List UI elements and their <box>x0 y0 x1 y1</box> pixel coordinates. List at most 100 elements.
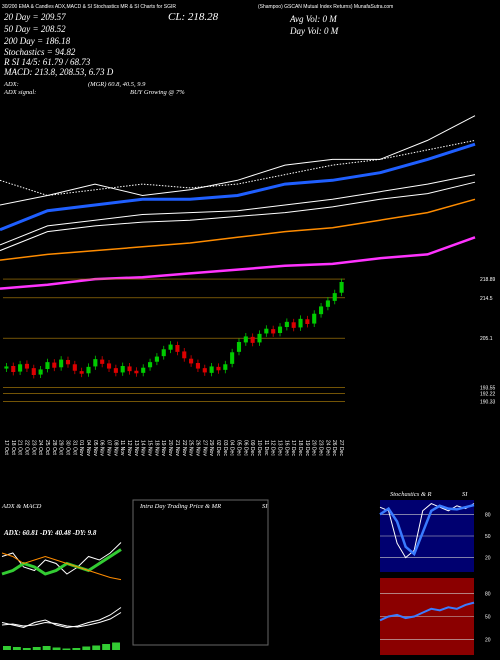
ema50: 50 Day = 208.52 <box>4 24 66 34</box>
series-line <box>379 503 475 557</box>
candle-body <box>4 366 9 369</box>
x-tick-label: 04 Dec <box>229 440 235 456</box>
panel-title: ADX & MACD <box>1 503 42 510</box>
panel-subtitle: SI <box>262 503 268 510</box>
candle-body <box>24 363 29 369</box>
x-tick-label: 11 Nov <box>119 440 125 456</box>
y-tick-label: 218.89 <box>480 277 496 283</box>
series-line <box>1 612 122 628</box>
x-tick-label: 19 Dec <box>304 440 310 456</box>
x-tick-label: 02 Dec <box>215 440 221 456</box>
x-tick-label: 12 Dec <box>270 440 276 456</box>
series-line <box>1 548 122 576</box>
source: (Shampoo) GSCAN Mutual Index Returns) Mu… <box>258 4 393 10</box>
candle-body <box>18 364 23 372</box>
histogram-bar <box>22 648 31 650</box>
x-tick-label: 18 Oct <box>10 440 16 455</box>
candle-body <box>100 359 105 364</box>
series-line <box>379 503 475 559</box>
candle-body <box>106 363 112 369</box>
x-tick-label: 18 Dec <box>297 440 303 456</box>
y-tick-label: 20 <box>485 556 491 562</box>
x-tick-label: 14 Nov <box>140 440 146 456</box>
series-line <box>0 142 476 232</box>
x-tick-label: 04 Nov <box>85 440 91 456</box>
x-tick-label: 15 Nov <box>147 440 153 456</box>
candle-body <box>65 360 71 365</box>
candle-body <box>175 345 180 352</box>
candle-body <box>38 369 43 375</box>
x-tick-label: 26 Nov <box>194 440 200 456</box>
histogram-bar <box>92 645 101 650</box>
candle-body <box>195 363 200 369</box>
x-tick-label: 12 Nov <box>126 440 132 456</box>
panel-subtitle: SI <box>462 491 468 498</box>
x-tick-label: 25 Nov <box>188 440 194 456</box>
x-tick-label: 17 Dec <box>290 440 296 456</box>
close: CL: 218.28 <box>168 11 219 23</box>
x-tick-label: 29 Nov <box>208 440 214 456</box>
candle-body <box>113 368 118 373</box>
x-tick-label: 28 Oct <box>51 440 57 455</box>
candle-body <box>319 306 324 315</box>
x-tick-label: 18 Nov <box>153 440 159 456</box>
x-tick-label: 11 Dec <box>263 440 269 456</box>
candle-body <box>93 359 98 367</box>
candle-body <box>271 329 276 334</box>
candle-body <box>277 326 283 333</box>
x-tick-label: 31 Oct <box>71 440 77 455</box>
candle-body <box>45 362 50 369</box>
x-tick-label: 20 Nov <box>167 440 173 456</box>
y-tick-label: 50 <box>485 534 491 540</box>
title: 30/200 EMA & Candles ADX,MACD & SI Stoch… <box>2 4 176 10</box>
x-tick-label: 05 Dec <box>235 440 241 456</box>
candle-body <box>161 349 166 357</box>
candle-body <box>264 328 269 334</box>
candle-body <box>325 300 330 307</box>
histogram-bar <box>112 642 120 650</box>
x-tick-label: 03 Dec <box>222 440 228 456</box>
adx-signal-label: ADX signal: <box>3 89 36 96</box>
candle-body <box>216 366 221 371</box>
series-line <box>0 236 476 290</box>
x-tick-label: 17 Oct <box>3 440 9 455</box>
y-tick-label: 214.5 <box>480 296 493 302</box>
adx-values: (MGR) 60.8, 40.5, 9.9 <box>88 81 146 88</box>
x-tick-label: 16 Dec <box>283 440 289 456</box>
x-tick-label: 30 Oct <box>64 440 70 455</box>
histogram-bar <box>72 648 81 650</box>
x-tick-label: 22 Nov <box>181 440 187 456</box>
series-line <box>0 139 476 197</box>
x-tick-label: 09 Dec <box>249 440 255 456</box>
candle-body <box>120 366 125 373</box>
x-tick-label: 01 Nov <box>78 440 84 456</box>
candle-body <box>305 319 310 324</box>
y-tick-label: 205.1 <box>480 336 493 342</box>
candle-body <box>127 366 132 372</box>
x-tick-label: 06 Nov <box>99 440 105 456</box>
candle-body <box>11 366 16 372</box>
x-tick-label: 23 Dec <box>318 440 324 456</box>
x-tick-label: 21 Nov <box>174 440 180 456</box>
series-line <box>0 198 476 261</box>
panel-title: Intra Day Trading Price & MR <box>139 503 221 510</box>
candle-body <box>291 322 296 328</box>
series-line <box>0 115 476 206</box>
histogram-bar <box>3 646 11 650</box>
x-tick-label: 23 Oct <box>30 440 36 455</box>
x-tick-label: 26 Dec <box>331 440 337 456</box>
candle-body <box>189 358 194 364</box>
candle-body <box>134 370 139 374</box>
y-tick-label: 193.55 <box>480 386 496 392</box>
x-tick-label: 27 Nov <box>201 440 207 456</box>
x-tick-label: 07 Nov <box>106 440 112 456</box>
candle-body <box>332 293 337 301</box>
candle-body <box>72 364 77 371</box>
candle-body <box>52 362 57 368</box>
histogram-bar <box>52 647 61 650</box>
x-tick-label: 21 Oct <box>17 440 23 455</box>
panel-title: Stochastics & R <box>390 491 432 498</box>
x-tick-label: 08 Nov <box>112 440 118 456</box>
avg-vol: Avg Vol: 0 M <box>289 14 337 24</box>
